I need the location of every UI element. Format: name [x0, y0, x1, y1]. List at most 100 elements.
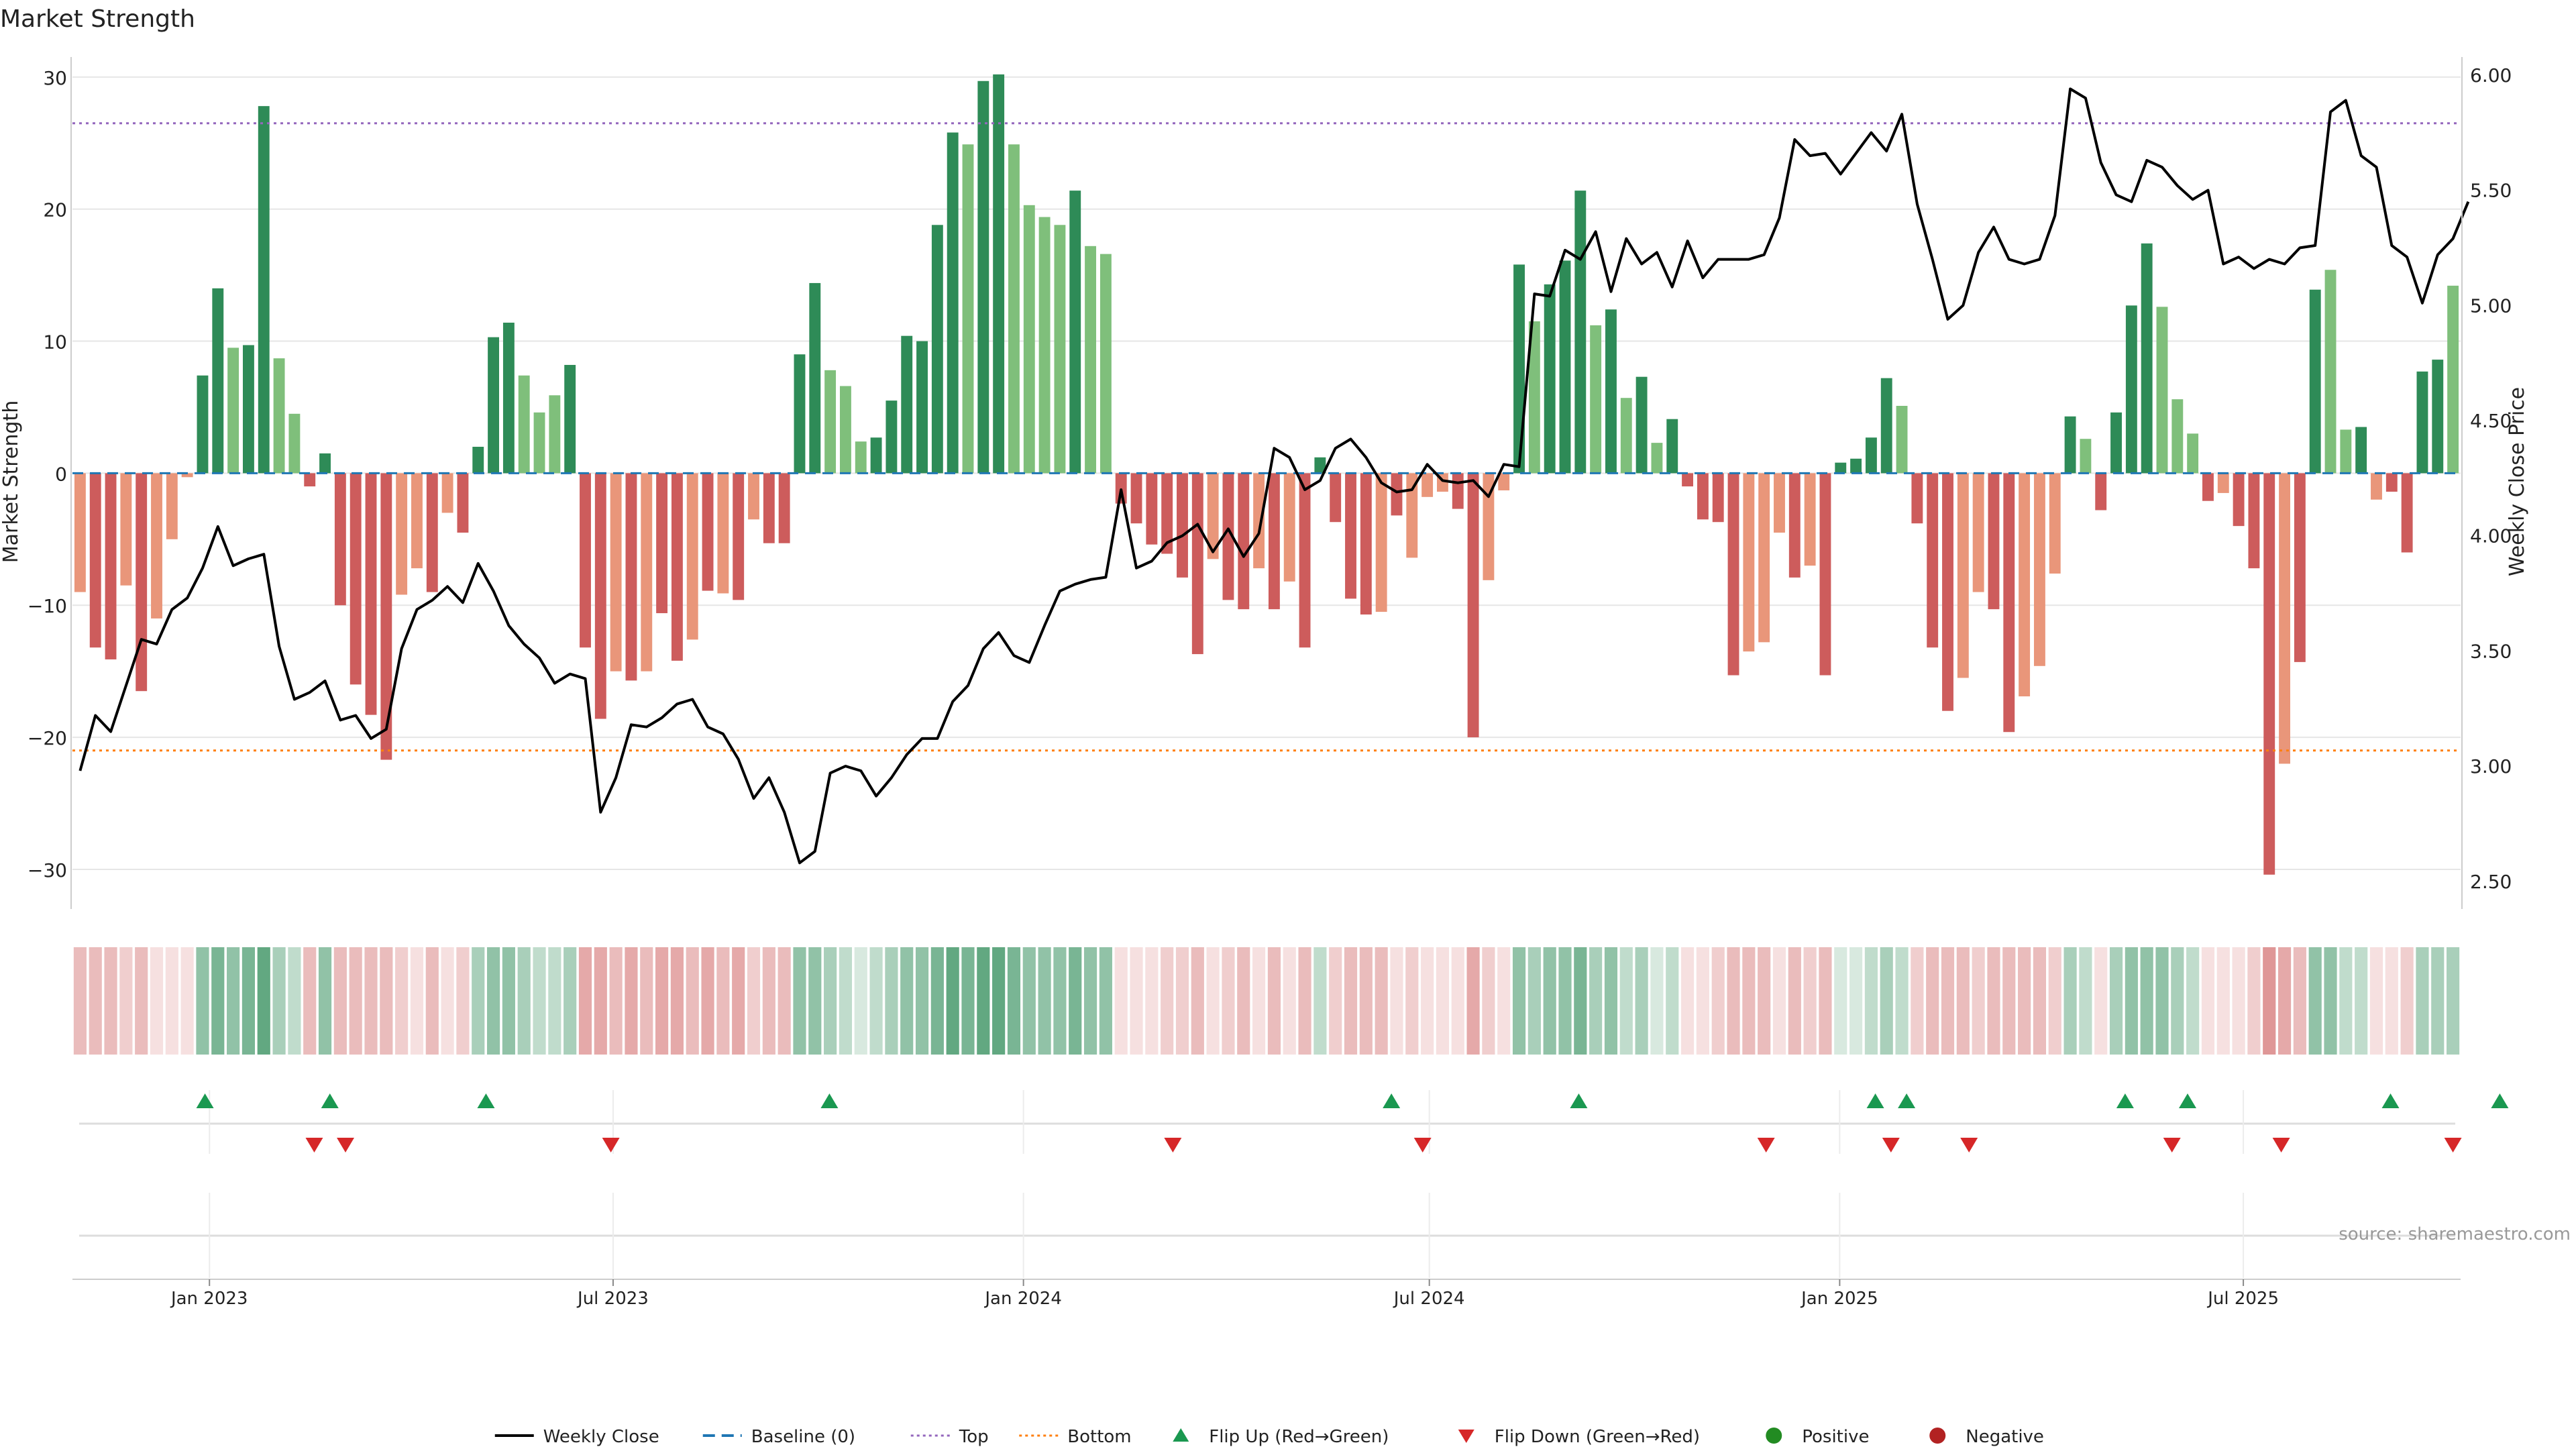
legend-swatch [1458, 1430, 1474, 1443]
heatmap-cell [441, 947, 454, 1055]
heatmap-cell [472, 947, 485, 1055]
heatmap-cell [1987, 947, 2000, 1055]
heatmap-cell [2048, 947, 2061, 1055]
strength-bar [1421, 473, 1434, 497]
heatmap-cell [1145, 947, 1159, 1055]
legend-swatch [1766, 1428, 1782, 1444]
heatmap-cell [1329, 947, 1342, 1055]
flip-up-marker [1898, 1093, 1916, 1108]
flip-down-marker [2163, 1138, 2181, 1152]
heatmap-cell [2201, 947, 2215, 1055]
heatmap-cell [808, 947, 822, 1055]
heatmap-cell [1543, 947, 1556, 1055]
heatmap-cell [1421, 947, 1434, 1055]
flip-down-marker [1413, 1138, 1432, 1152]
y2-tick-label: 4.00 [2470, 525, 2512, 547]
strength-bar [641, 473, 653, 672]
heatmap-cell [1803, 947, 1817, 1055]
heatmap-cell [150, 947, 164, 1055]
heatmap-cell [1130, 947, 1143, 1055]
heatmap-cell [1482, 947, 1495, 1055]
heatmap-cell [2247, 947, 2261, 1055]
heatmap-cell [2002, 947, 2016, 1055]
strength-bar [1099, 254, 1112, 474]
strength-bar [1038, 217, 1051, 474]
strength-bar [457, 473, 469, 533]
strength-bar [1574, 191, 1587, 474]
strength-bar [993, 74, 1005, 474]
heatmap-cell [1222, 947, 1235, 1055]
heatmap-cell [1069, 947, 1082, 1055]
heatmap-cell [517, 947, 531, 1055]
y2-tick-label: 3.50 [2470, 640, 2512, 662]
strength-bar [136, 473, 148, 692]
flip-down-marker [1882, 1138, 1900, 1152]
strength-bar [1927, 473, 1939, 648]
strength-bar [1911, 473, 1923, 524]
strength-bar [702, 473, 714, 591]
strength-bar [411, 473, 423, 569]
x-tick-label: Jan 2025 [1800, 1289, 1878, 1309]
heatmap-cell [1711, 947, 1725, 1055]
strength-bar [74, 473, 86, 592]
heatmap-cell [410, 947, 424, 1055]
heatmap-cell [349, 947, 362, 1055]
heatmap-cell [180, 947, 194, 1055]
heatmap-cell [1497, 947, 1511, 1055]
heatmap-cell [1375, 947, 1388, 1055]
heatmap-cell [716, 947, 730, 1055]
heatmap-cell [564, 947, 577, 1055]
reference-lines [72, 122, 2461, 752]
strength-bar [610, 473, 622, 672]
legend-label: Bottom [1067, 1427, 1131, 1447]
heatmap-cell [1895, 947, 1909, 1055]
strength-bar [2064, 416, 2076, 474]
strength-bar [2447, 285, 2459, 474]
strength-bar [288, 413, 301, 474]
flip-down-marker [602, 1138, 620, 1152]
heatmap-cell [640, 947, 653, 1055]
heatmap-cell [2232, 947, 2245, 1055]
heatmap-cell [2155, 947, 2169, 1055]
strength-bar [2095, 473, 2107, 511]
heatmap-cell [1619, 947, 1633, 1055]
y2-tick-label: 4.50 [2470, 410, 2512, 432]
strength-bar [1850, 458, 1862, 474]
strength-bar [1406, 473, 1418, 558]
strength-bar [304, 473, 316, 487]
heatmap-cell [135, 947, 148, 1055]
heatmap-cell [1114, 947, 1128, 1055]
heatmap-cell [1834, 947, 1847, 1055]
legend-label: Baseline (0) [751, 1427, 855, 1447]
strength-bar [212, 288, 224, 474]
strength-bar [1774, 473, 1785, 533]
heatmap-cell [303, 947, 317, 1055]
heatmap-cell [288, 947, 301, 1055]
strength-bar [2263, 473, 2275, 875]
strength-bar [1177, 473, 1188, 578]
flip-up-marker [2491, 1093, 2509, 1108]
heatmap-cell [1038, 947, 1051, 1055]
strength-bar [1023, 205, 1035, 474]
strength-bar [2233, 473, 2245, 527]
heatmap-cell [1007, 947, 1021, 1055]
heatmap-cell [425, 947, 439, 1055]
heatmap-cell [1604, 947, 1618, 1055]
heatmap-cell [533, 947, 546, 1055]
strength-bar [1054, 225, 1066, 474]
heatmap-cell [2079, 947, 2092, 1055]
axes: −30 −20 −10 0 10 20 30 2.50 3.00 3.50 4.00 4.50 5.00… [28, 57, 2512, 1309]
heatmap-cell [824, 947, 837, 1055]
y-tick-label: 30 [43, 67, 67, 89]
heatmap-cell [165, 947, 178, 1055]
flip-down-marker [337, 1138, 355, 1152]
legend-item-bottom: Bottom [1019, 1427, 1132, 1447]
heatmap-cell [2431, 947, 2445, 1055]
strength-bar [931, 225, 943, 474]
strength-bar [1957, 473, 1969, 678]
strength-bar [1880, 378, 1892, 474]
flip-down-marker [2444, 1138, 2462, 1152]
legend-label: Positive [1802, 1427, 1869, 1447]
flip-down-marker [305, 1138, 323, 1152]
strength-bar [1942, 473, 1953, 711]
